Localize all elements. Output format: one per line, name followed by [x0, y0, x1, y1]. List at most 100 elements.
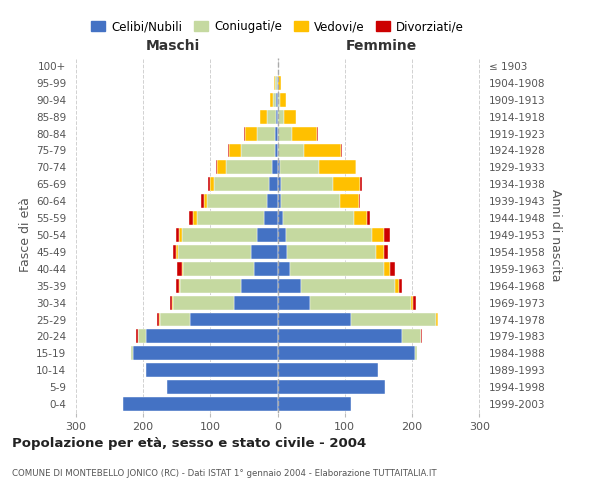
Bar: [276, 93, 277, 106]
Bar: [390, 262, 395, 276]
Bar: [277, 346, 415, 360]
Bar: [131, 346, 133, 360]
Bar: [264, 211, 277, 225]
Bar: [277, 262, 290, 276]
Bar: [270, 93, 273, 106]
Bar: [281, 194, 340, 208]
Bar: [254, 262, 277, 276]
Bar: [275, 126, 277, 140]
Bar: [277, 330, 402, 344]
Bar: [173, 245, 176, 259]
Bar: [371, 228, 384, 242]
Bar: [276, 110, 277, 124]
Bar: [277, 312, 352, 326]
Bar: [310, 296, 410, 310]
Text: COMUNE DI MONTEBELLO JONICO (RC) - Dati ISTAT 1° gennaio 2004 - Elaborazione TUT: COMUNE DI MONTEBELLO JONICO (RC) - Dati …: [12, 469, 437, 478]
Legend: Celibi/Nubili, Coniugati/e, Vedovi/e, Divorziati/e: Celibi/Nubili, Coniugati/e, Vedovi/e, Di…: [86, 16, 469, 38]
Bar: [277, 59, 278, 73]
Bar: [290, 262, 384, 276]
Bar: [277, 93, 278, 106]
Text: Popolazione per età, sesso e stato civile - 2004: Popolazione per età, sesso e stato civil…: [12, 438, 366, 450]
Bar: [275, 144, 277, 158]
Bar: [278, 144, 304, 158]
Bar: [157, 312, 159, 326]
Bar: [277, 380, 385, 394]
Bar: [277, 245, 287, 259]
Bar: [384, 262, 390, 276]
Bar: [272, 160, 277, 174]
Bar: [384, 228, 390, 242]
Bar: [167, 380, 277, 394]
Bar: [189, 211, 193, 225]
Bar: [437, 312, 438, 326]
Bar: [123, 397, 277, 411]
Bar: [277, 279, 301, 292]
Bar: [277, 110, 278, 124]
Bar: [160, 312, 190, 326]
Bar: [376, 245, 384, 259]
Bar: [277, 364, 379, 377]
Bar: [277, 160, 280, 174]
Bar: [184, 262, 254, 276]
Bar: [341, 144, 342, 158]
Bar: [274, 76, 275, 90]
Bar: [178, 245, 251, 259]
Bar: [277, 126, 278, 140]
Bar: [176, 228, 179, 242]
Bar: [234, 296, 277, 310]
Bar: [360, 178, 362, 191]
Bar: [216, 160, 217, 174]
Bar: [180, 279, 241, 292]
Bar: [203, 194, 207, 208]
Bar: [193, 211, 197, 225]
Bar: [286, 228, 371, 242]
Bar: [352, 312, 436, 326]
Bar: [304, 144, 341, 158]
Bar: [283, 211, 353, 225]
Bar: [179, 228, 182, 242]
Bar: [277, 194, 281, 208]
Bar: [137, 330, 138, 344]
Bar: [182, 262, 184, 276]
Bar: [278, 110, 284, 124]
Bar: [182, 228, 257, 242]
Bar: [278, 93, 280, 106]
Bar: [159, 312, 160, 326]
Bar: [217, 160, 226, 174]
Bar: [173, 296, 234, 310]
Bar: [226, 160, 272, 174]
Bar: [334, 178, 360, 191]
Bar: [136, 330, 137, 344]
Bar: [241, 279, 277, 292]
Bar: [436, 312, 437, 326]
Bar: [410, 296, 413, 310]
Bar: [277, 211, 283, 225]
Bar: [278, 126, 292, 140]
Bar: [317, 126, 318, 140]
Bar: [319, 160, 356, 174]
Y-axis label: Anni di nascita: Anni di nascita: [549, 188, 562, 281]
Bar: [207, 194, 268, 208]
Bar: [280, 160, 319, 174]
Bar: [275, 76, 277, 90]
Bar: [177, 262, 182, 276]
Bar: [146, 330, 277, 344]
Bar: [197, 211, 264, 225]
Text: Maschi: Maschi: [146, 38, 200, 52]
Bar: [214, 178, 269, 191]
Bar: [415, 346, 418, 360]
Bar: [284, 110, 296, 124]
Bar: [244, 126, 245, 140]
Bar: [170, 296, 172, 310]
Bar: [281, 178, 334, 191]
Bar: [277, 76, 278, 90]
Y-axis label: Fasce di età: Fasce di età: [19, 198, 32, 272]
Bar: [179, 279, 180, 292]
Bar: [413, 296, 416, 310]
Bar: [367, 211, 370, 225]
Bar: [176, 245, 178, 259]
Bar: [241, 144, 275, 158]
Bar: [421, 330, 422, 344]
Bar: [280, 93, 286, 106]
Bar: [190, 312, 277, 326]
